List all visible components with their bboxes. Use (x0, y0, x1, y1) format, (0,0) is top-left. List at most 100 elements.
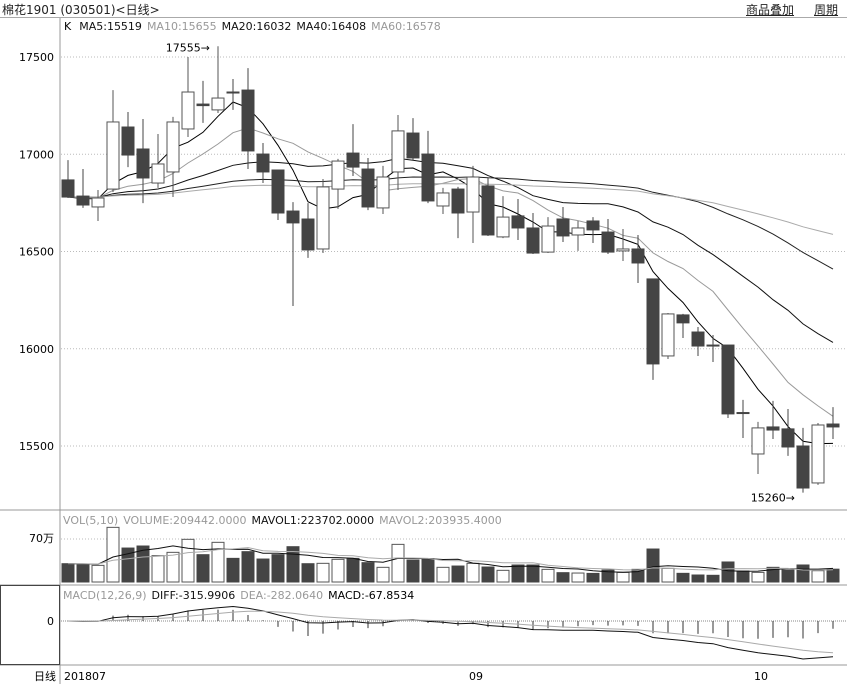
volume-bar (481, 566, 495, 583)
candle-body (106, 121, 120, 190)
volume-bar (706, 574, 720, 583)
y-tick-label: 16000 (19, 343, 54, 356)
y-tick-label: 17000 (19, 148, 54, 161)
chart-frame (0, 17, 847, 684)
active-panel-marker (0, 585, 60, 665)
candle-body (811, 424, 825, 484)
candle-body (646, 278, 660, 365)
volume-bar (601, 569, 615, 583)
candle (721, 344, 735, 418)
candle (286, 202, 300, 306)
ma60-line (67, 183, 834, 235)
candle-body (481, 185, 495, 236)
candle-body (166, 121, 180, 173)
candle-body (376, 176, 390, 209)
volume-bar (361, 562, 375, 583)
volume-bar (241, 551, 255, 583)
candle (181, 57, 195, 137)
volume-bar (421, 558, 435, 583)
mavol2-line (67, 547, 834, 571)
candle (226, 78, 240, 110)
candle (331, 158, 345, 209)
candle (646, 278, 660, 380)
candle-body (781, 428, 795, 448)
ma10-line (67, 127, 834, 417)
x-tick-label: 201807 (64, 670, 106, 683)
volume-bar (226, 557, 240, 583)
volume-bar (151, 555, 165, 583)
candle (586, 217, 600, 243)
candle-body (241, 89, 255, 152)
dea-line (67, 610, 834, 654)
volume-bar (751, 571, 765, 583)
ma20-line (67, 157, 834, 343)
candle (451, 186, 465, 239)
candle (526, 212, 540, 255)
volume-bar (166, 551, 180, 583)
volume-bar (721, 561, 735, 583)
candle-body (766, 426, 780, 431)
vol-legend-mavol1: MAVOL1:223702.0000 (251, 514, 374, 527)
volume-bar (541, 568, 555, 583)
macd-legend-diff: DIFF:-315.9906 (152, 589, 236, 602)
volume-bar (631, 568, 645, 583)
candle (781, 409, 795, 456)
candle-body (751, 427, 765, 455)
y-tick-label: 15500 (19, 440, 54, 453)
macd-zero-label: 0 (47, 615, 54, 628)
mavol1-line (67, 545, 834, 573)
volume-bar (436, 566, 450, 583)
candle-body (271, 169, 285, 214)
volume-bar (181, 538, 195, 583)
candle-body (706, 344, 720, 347)
volume-bar (286, 546, 300, 583)
candles (61, 46, 840, 493)
diff-line (67, 605, 834, 660)
volume-bar (301, 563, 315, 583)
candle (496, 196, 510, 239)
overlay-menu[interactable]: 商品叠加 (746, 3, 795, 17)
candle (796, 427, 810, 493)
candle-body (661, 313, 675, 357)
candle-body (571, 227, 585, 236)
candle (691, 326, 705, 356)
candle (466, 165, 480, 243)
candle-body (496, 216, 510, 238)
period-menu[interactable]: 周期 (814, 3, 839, 17)
macd-legend-dea: DEA:-282.0640 (240, 589, 323, 602)
volume-bar (121, 547, 135, 583)
candle (301, 203, 315, 258)
volume-bar (91, 564, 105, 583)
vol-legend-volume: VOLUME:209442.0000 (123, 514, 246, 527)
candle (751, 421, 765, 475)
volume-bar (646, 548, 660, 583)
volume-bar (211, 541, 225, 583)
candle-body (616, 248, 630, 252)
candle-body (286, 210, 300, 224)
candle-body (151, 163, 165, 184)
volume-bar (106, 526, 120, 583)
candle-body (826, 423, 840, 428)
vol-legend: VOL(5,10) VOLUME:209442.0000 MAVOL1:223702… (63, 514, 502, 527)
chart-labels: K MA5:15519 MA10:15655 MA20:16032 MA40:16408… (29, 20, 795, 683)
candle (706, 334, 720, 362)
period-label: 日线 (34, 669, 56, 683)
candle (256, 142, 270, 184)
candle-body (796, 445, 810, 489)
candle-body (511, 215, 525, 229)
legend-k: K (64, 20, 72, 33)
candle (511, 198, 525, 241)
candle (136, 119, 150, 204)
candle (76, 169, 90, 208)
candle (736, 399, 750, 439)
candle (436, 187, 450, 214)
candle-body (391, 130, 405, 173)
volume-bar (256, 558, 270, 583)
candle (151, 134, 165, 188)
volume-bar (376, 566, 390, 583)
candle-body (466, 176, 480, 213)
volume-bar (826, 568, 840, 583)
candle-body (316, 186, 330, 250)
volume-bar (586, 572, 600, 583)
